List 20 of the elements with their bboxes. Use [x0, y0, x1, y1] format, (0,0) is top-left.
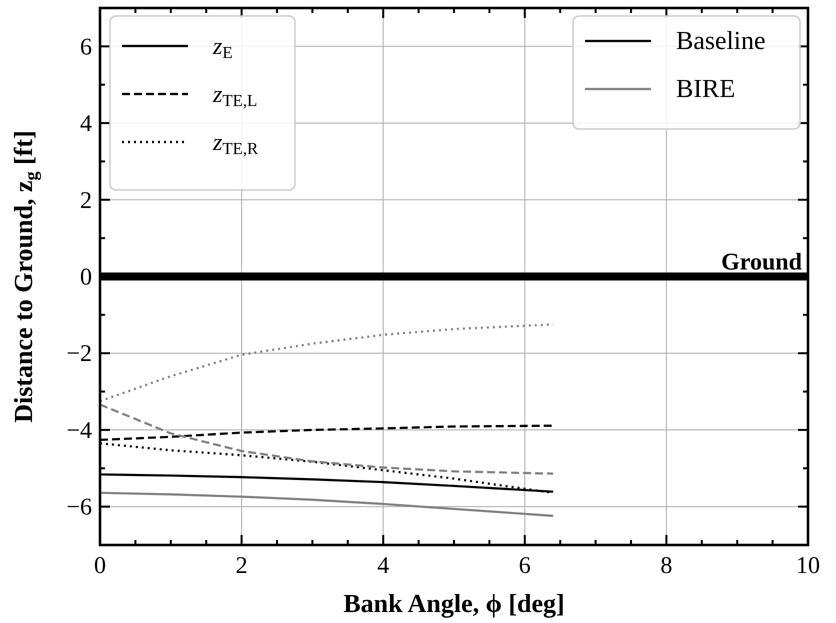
x-tick-label: 2 [236, 553, 248, 579]
y-tick-label: 6 [80, 34, 92, 60]
legend-label: z$_{TE,R}$ [212, 130, 260, 158]
y-tick-label: 0 [80, 264, 92, 290]
x-axis-title: Bank Angle, ϕ [deg] [343, 589, 565, 618]
y-tick-label: −2 [66, 341, 92, 368]
x-tick-label: 6 [518, 553, 531, 579]
y-tick-label: 4 [80, 111, 92, 138]
y-tick-label: −6 [66, 494, 92, 521]
y-tick-label: 2 [80, 188, 92, 214]
legend-label: z$_{TE,L}$ [212, 82, 258, 110]
y-tick-label: −4 [66, 418, 92, 444]
annotation: Baseline [676, 26, 766, 55]
x-tick-label: 4 [377, 553, 390, 579]
legend-label: BIRE [676, 74, 736, 103]
x-tick-label: 10 [796, 553, 820, 579]
line-series [100, 492, 554, 517]
x-tick-label: 8 [660, 553, 672, 579]
ref-line-label: Ground [721, 250, 803, 276]
legend-label: z$_{E}$ [212, 34, 233, 62]
